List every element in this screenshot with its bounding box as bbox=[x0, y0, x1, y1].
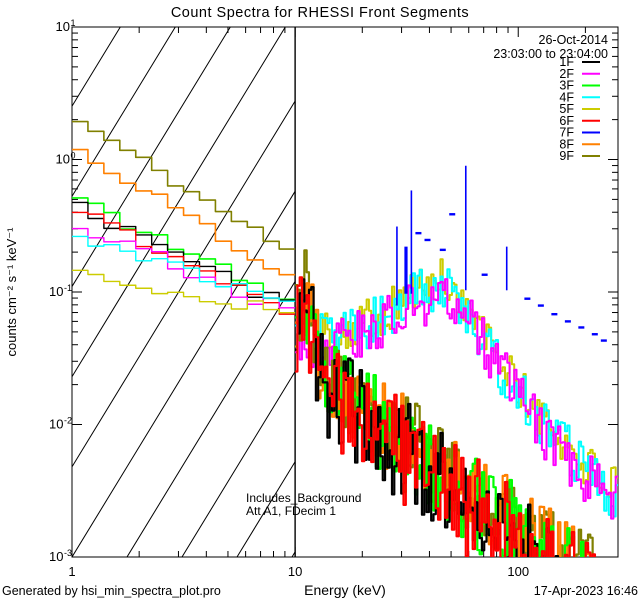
svg-text:23:03:00 to 23:04:00: 23:03:00 to 23:04:00 bbox=[493, 47, 608, 61]
svg-text:Includes_Background: Includes_Background bbox=[246, 491, 361, 505]
svg-text:-3: -3 bbox=[64, 548, 72, 558]
svg-text:Energy (keV): Energy (keV) bbox=[304, 582, 386, 598]
svg-text:10: 10 bbox=[288, 564, 302, 579]
svg-text:10: 10 bbox=[49, 549, 63, 564]
svg-text:100: 100 bbox=[507, 564, 529, 579]
svg-text:Att A1, FDecim 1: Att A1, FDecim 1 bbox=[246, 504, 336, 518]
svg-text:1: 1 bbox=[71, 18, 76, 28]
svg-text:10: 10 bbox=[49, 284, 63, 299]
svg-text:10: 10 bbox=[56, 19, 70, 34]
svg-text:10: 10 bbox=[56, 152, 70, 167]
svg-text:-1: -1 bbox=[64, 283, 72, 293]
svg-text:26-Oct-2014: 26-Oct-2014 bbox=[539, 33, 609, 47]
svg-text:10: 10 bbox=[49, 417, 63, 432]
svg-text:17-Apr-2023 16:46: 17-Apr-2023 16:46 bbox=[534, 584, 638, 598]
svg-text:Generated by hsi_min_spectra_p: Generated by hsi_min_spectra_plot.pro bbox=[2, 584, 221, 598]
svg-text:9F: 9F bbox=[559, 149, 574, 163]
svg-text:0: 0 bbox=[71, 151, 76, 161]
svg-text:1: 1 bbox=[68, 564, 75, 579]
svg-text:Count Spectra for RHESSI Front: Count Spectra for RHESSI Front Segments bbox=[171, 5, 469, 21]
svg-text:-2: -2 bbox=[64, 416, 72, 426]
svg-text:counts cm⁻² s⁻¹ keV⁻¹: counts cm⁻² s⁻¹ keV⁻¹ bbox=[4, 227, 19, 357]
